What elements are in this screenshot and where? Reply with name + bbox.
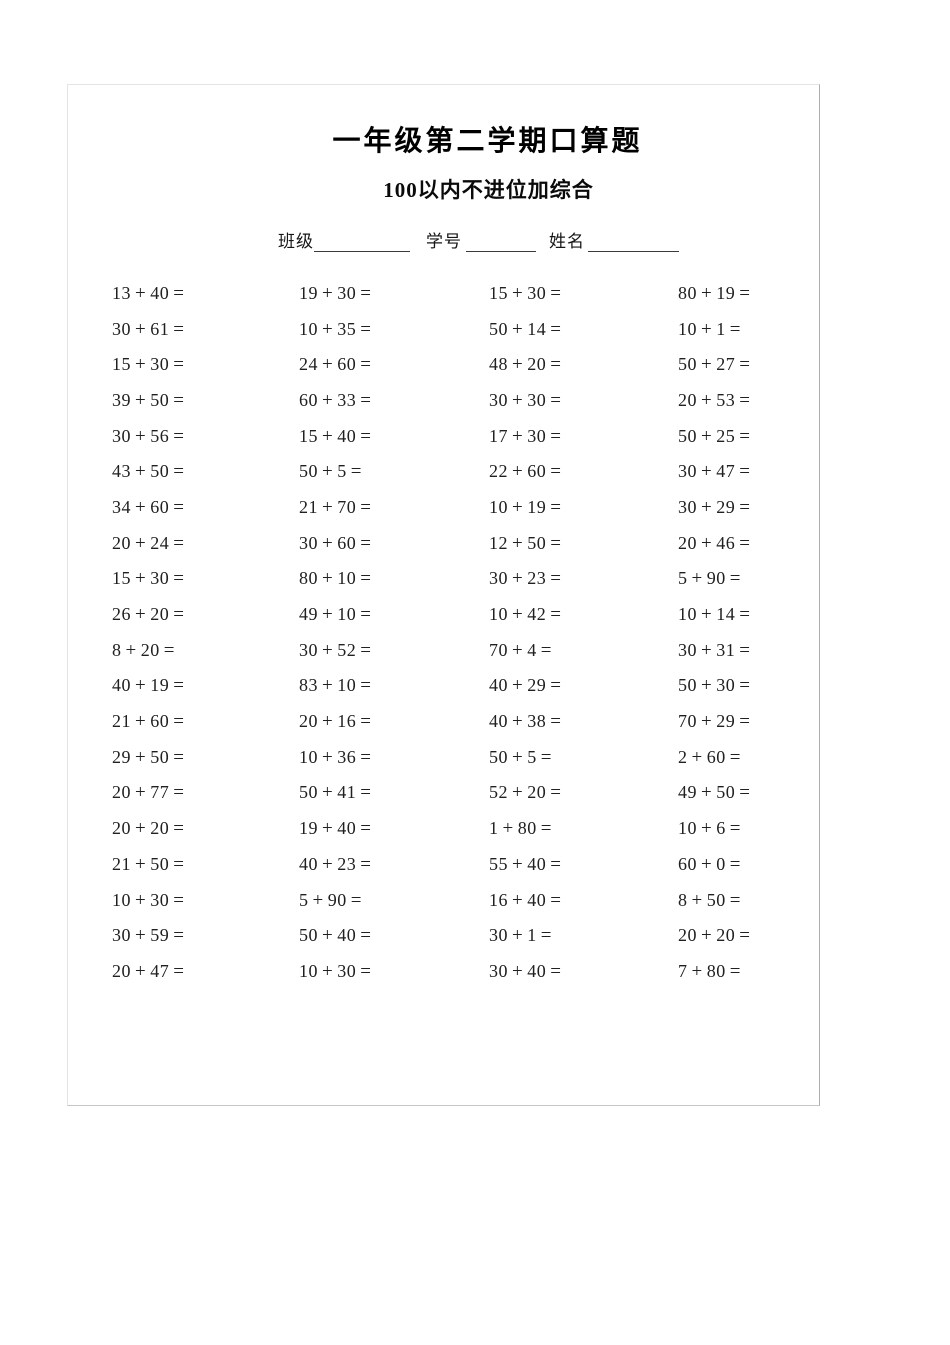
worksheet-page: 一年级第二学期口算题 100以内不进位加综合 班级 学号 姓名 13 +40 = 19 +3… [67,84,820,1106]
student-id-label: 学号 [426,232,462,251]
problem: 5 +90 = [299,889,362,911]
problem: 10 +30 = [299,960,371,982]
problem: 21 +70 = [299,496,371,518]
problem: 20 +16 = [299,711,371,733]
problem: 10 +14 = [678,604,750,626]
problem: 1 +80 = [489,818,552,840]
problem: 30 +56 = [112,425,184,447]
problem: 7 +80 = [678,960,741,982]
problem: 40 +23 = [299,853,371,875]
problem: 39 +50 = [112,389,184,411]
problem: 30 +59 = [112,925,184,947]
problem: 5 +90 = [678,568,741,590]
problem: 52 +20 = [489,782,561,804]
problem: 22 +60 = [489,461,561,483]
problem: 10 +19 = [489,496,561,518]
problem: 50 +5 = [489,746,552,768]
problem: 16 +40 = [489,889,561,911]
problem: 30 +61 = [112,318,184,340]
class-label: 班级 [278,232,314,251]
problem: 30 +60 = [299,532,371,554]
name-label: 姓名 [549,232,585,251]
problem: 30 +40 = [489,960,561,982]
problem: 15 +30 = [489,282,561,304]
student-id-blank-line [466,234,536,252]
problem: 50 +30 = [678,675,750,697]
problem: 10 +35 = [299,318,371,340]
problem: 21 +50 = [112,853,184,875]
problem: 50 +14 = [489,318,561,340]
problem: 50 +5 = [299,461,362,483]
problem: 30 +29 = [678,496,750,518]
problem: 15 +40 = [299,425,371,447]
problem: 40 +19 = [112,675,184,697]
problem: 10 +42 = [489,604,561,626]
worksheet-subtitle: 100以内不进位加综合 [383,178,594,202]
problem: 20 +20 = [678,925,750,947]
problem: 15 +30 = [112,568,184,590]
problem: 40 +29 = [489,675,561,697]
problem: 15 +30 = [112,354,184,376]
problem: 20 +20 = [112,818,184,840]
problem: 13 +40 = [112,282,184,304]
problem: 24 +60 = [299,354,371,376]
problem: 49 +10 = [299,604,371,626]
problem: 20 +47 = [112,960,184,982]
problem: 21 +60 = [112,711,184,733]
problem: 8 +20 = [112,639,175,661]
problem: 20 +24 = [112,532,184,554]
problem: 10 +30 = [112,889,184,911]
problem: 10 +6 = [678,818,741,840]
problem: 50 +27 = [678,354,750,376]
problem: 10 +36 = [299,746,371,768]
problem: 2 +60 = [678,746,741,768]
problem: 30 +23 = [489,568,561,590]
problem: 40 +38 = [489,711,561,733]
problem: 80 +10 = [299,568,371,590]
problem: 48 +20 = [489,354,561,376]
problem: 49 +50 = [678,782,750,804]
problem: 50 +25 = [678,425,750,447]
problem: 20 +77 = [112,782,184,804]
problem: 30 +52 = [299,639,371,661]
problem: 20 +46 = [678,532,750,554]
problem: 30 +47 = [678,461,750,483]
problem: 8 +50 = [678,889,741,911]
worksheet-title: 一年级第二学期口算题 [332,126,643,157]
problems-grid: 13 +40 = 19 +30 = 15 +30 = 80 +19 = 30 +61 = 10 +35 = 50 +1… [112,276,818,990]
problem: 26 +20 = [112,604,184,626]
problem: 60 +0 = [678,853,741,875]
problem: 70 +29 = [678,711,750,733]
problem: 29 +50 = [112,746,184,768]
problem: 17 +30 = [489,425,561,447]
problem: 12 +50 = [489,532,561,554]
problem: 55 +40 = [489,853,561,875]
problem: 30 +30 = [489,389,561,411]
problem: 20 +53 = [678,389,750,411]
problem: 80 +19 = [678,282,750,304]
class-blank-line [314,234,410,252]
problem: 10 +1 = [678,318,741,340]
problem: 70 +4 = [489,639,552,661]
student-info-line: 班级 学号 姓名 [68,227,819,252]
problem: 19 +30 = [299,282,371,304]
problem: 43 +50 = [112,461,184,483]
problem: 60 +33 = [299,389,371,411]
problem: 50 +41 = [299,782,371,804]
problem: 34 +60 = [112,496,184,518]
problem: 50 +40 = [299,925,371,947]
problem: 30 +31 = [678,639,750,661]
name-blank-line [588,234,679,252]
problem: 19 +40 = [299,818,371,840]
problem: 30 +1 = [489,925,552,947]
problem: 83 +10 = [299,675,371,697]
